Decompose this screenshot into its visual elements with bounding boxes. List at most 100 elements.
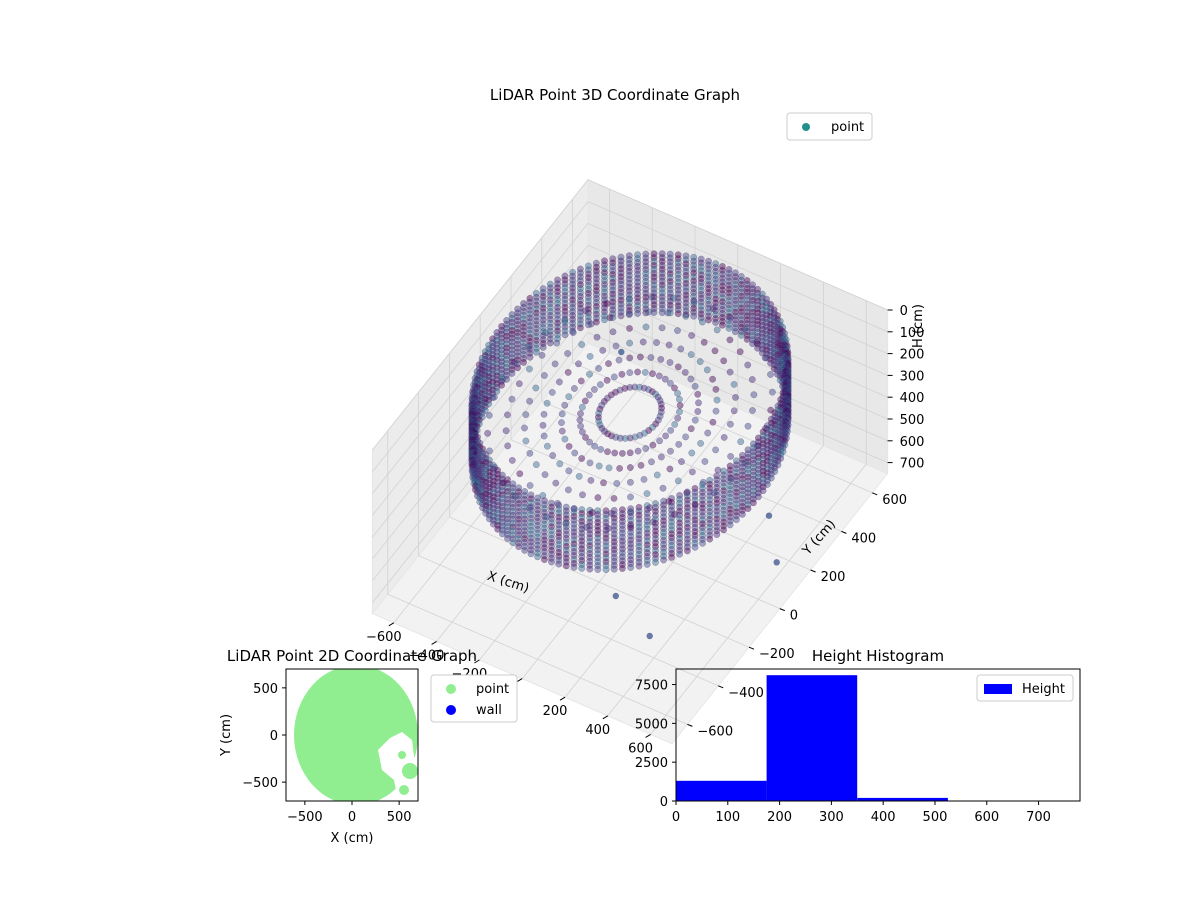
point-3d	[784, 357, 792, 364]
point-3d	[705, 300, 712, 308]
point-3d	[609, 314, 617, 322]
point-3d	[784, 349, 792, 357]
point-3d	[754, 332, 762, 340]
point-3d	[731, 273, 739, 281]
point-3d	[731, 277, 739, 285]
point-3d	[695, 399, 702, 407]
point-3d	[773, 343, 781, 351]
point-3d	[690, 265, 698, 273]
point-3d	[508, 330, 516, 338]
point-3d	[554, 280, 561, 288]
point-3d	[526, 318, 534, 326]
point-3d	[584, 286, 592, 293]
point-3d	[718, 321, 726, 329]
point-3d	[758, 294, 766, 302]
point-3d	[576, 277, 584, 285]
point-3d	[599, 346, 607, 354]
point-3d	[626, 449, 634, 457]
gridline-left-z	[372, 201, 589, 473]
y-tick-3d	[779, 608, 785, 612]
point-3d	[616, 464, 624, 472]
point-3d	[661, 375, 669, 383]
point-3d	[737, 312, 745, 320]
point-3d	[503, 360, 511, 368]
point-3d	[526, 322, 534, 330]
point-3d	[674, 251, 682, 259]
point-3d	[743, 331, 751, 339]
point-3d	[586, 565, 594, 573]
point-3d	[737, 304, 745, 312]
point-3d	[514, 352, 522, 360]
point-3d	[666, 254, 674, 262]
point-3d	[666, 293, 674, 301]
point-3d	[674, 255, 682, 263]
point-3d	[508, 315, 516, 322]
point-3d	[617, 296, 625, 304]
y-tick-3d	[810, 569, 816, 573]
point-3d	[726, 420, 734, 428]
point-3d	[546, 280, 554, 288]
point-3d	[591, 442, 599, 450]
point-3d	[485, 349, 493, 357]
point-3d	[579, 491, 586, 499]
point-3d	[503, 344, 511, 352]
gridline-left-z	[372, 266, 589, 538]
point-3d	[784, 380, 792, 388]
point-3d	[625, 256, 633, 264]
point-3d	[626, 478, 634, 486]
point-3d	[690, 273, 698, 281]
point-3d	[705, 269, 712, 277]
point-3d	[578, 403, 586, 411]
point-3d	[650, 309, 658, 316]
point-3d	[634, 251, 642, 259]
point-3d	[554, 276, 561, 284]
point-3d	[642, 270, 650, 278]
point-3d	[576, 320, 584, 328]
point-3d	[705, 296, 712, 304]
point-3d	[539, 289, 547, 296]
legend-2d: point wall	[430, 674, 518, 723]
point-3d	[690, 269, 698, 277]
point-3d	[782, 375, 790, 383]
point-3d	[554, 296, 561, 303]
point-3d	[601, 257, 608, 265]
point-3d	[737, 438, 745, 446]
point-3d	[520, 315, 528, 323]
point-3d	[564, 368, 572, 376]
point-3d	[625, 275, 633, 283]
point-3d	[613, 479, 621, 487]
point-3d	[569, 327, 577, 335]
histogram-bar	[766, 675, 858, 801]
point-3d	[705, 265, 712, 273]
point-3d	[773, 359, 781, 366]
point-3d	[779, 370, 787, 378]
point-3d	[650, 297, 658, 305]
point-3d	[658, 324, 666, 332]
point-3d	[743, 316, 751, 324]
point-3d	[625, 287, 633, 295]
point-3d	[768, 388, 776, 396]
point-3d	[705, 293, 712, 300]
point-3d	[485, 341, 493, 349]
point-3d	[690, 293, 698, 300]
point-3d	[561, 296, 569, 303]
point-3d	[682, 252, 690, 260]
point-3d	[758, 345, 766, 353]
point-3d	[754, 344, 762, 352]
point-3d	[674, 290, 682, 298]
point-3d	[666, 359, 674, 366]
point-3d	[725, 320, 733, 328]
point-3d	[526, 294, 534, 302]
point-3d	[601, 296, 608, 304]
point-3d	[617, 265, 625, 273]
point-3d	[712, 291, 720, 299]
point-3d	[601, 277, 608, 284]
point-3d	[705, 277, 712, 285]
point-3d	[542, 329, 550, 337]
point-3d	[473, 368, 481, 376]
point-3d	[618, 565, 626, 572]
point-3d	[763, 346, 771, 354]
point-3d	[634, 286, 642, 294]
point-3d	[576, 265, 584, 273]
point-3d	[767, 312, 775, 320]
